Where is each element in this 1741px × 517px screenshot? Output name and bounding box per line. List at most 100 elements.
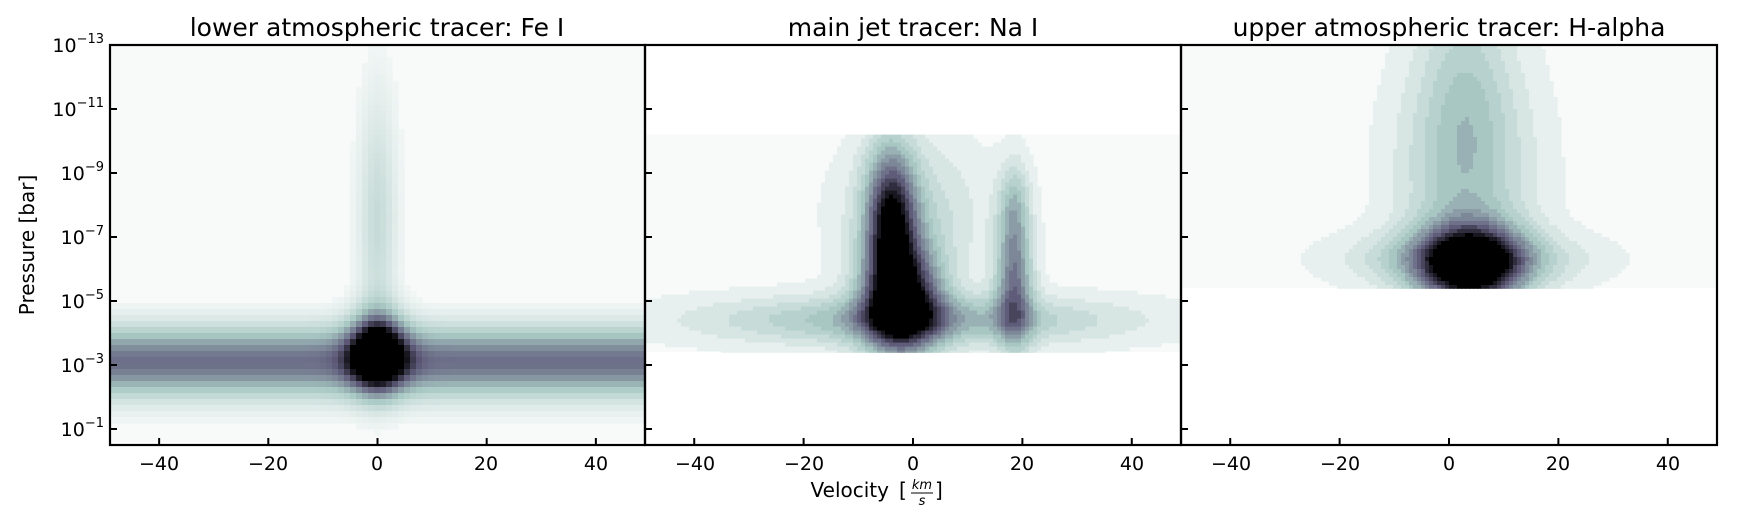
- heatmap-cell: [398, 129, 405, 136]
- heatmap-cell: [368, 285, 375, 292]
- heatmap-cell: [278, 315, 285, 322]
- heatmap-cell: [1089, 302, 1094, 308]
- heatmap-cell: [554, 309, 561, 316]
- heatmap-cell: [981, 170, 986, 176]
- heatmap-cell: [929, 142, 934, 148]
- heatmap-cell: [554, 405, 561, 412]
- heatmap-cell: [320, 387, 327, 394]
- heatmap-cell: [785, 294, 790, 300]
- heatmap-cell: [560, 309, 567, 316]
- heatmap-cell: [458, 387, 465, 394]
- heatmap-cell: [945, 278, 950, 284]
- heatmap-cell: [146, 417, 153, 424]
- heatmap-cell: [518, 417, 525, 424]
- heatmap-cell: [1025, 250, 1030, 256]
- heatmap-cell: [757, 298, 762, 304]
- heatmap-cell: [482, 309, 489, 316]
- heatmap-cell: [122, 369, 129, 376]
- heatmap-cell: [849, 282, 854, 288]
- heatmap-cell: [865, 202, 870, 208]
- heatmap-cell: [921, 154, 926, 160]
- heatmap-cell: [110, 411, 117, 418]
- heatmap-cell: [626, 351, 633, 358]
- heatmap-cell: [338, 387, 345, 394]
- heatmap-cell: [997, 226, 1002, 232]
- heatmap-cell: [953, 302, 958, 308]
- heatmap-cell: [392, 81, 399, 88]
- heatmap-cell: [965, 274, 970, 280]
- heatmap-cell: [865, 166, 870, 172]
- heatmap-cell: [602, 381, 609, 388]
- heatmap-cell: [554, 357, 561, 364]
- heatmap-cell: [901, 306, 906, 312]
- heatmap-cell: [326, 351, 333, 358]
- heatmap-cell: [849, 158, 854, 164]
- heatmap-cell: [374, 231, 381, 238]
- heatmap-cell: [989, 238, 994, 244]
- heatmap-cell: [134, 363, 141, 370]
- heatmap-cell: [266, 345, 273, 352]
- heatmap-cell: [1093, 302, 1098, 308]
- heatmap-cell: [897, 210, 902, 216]
- heatmap-cell: [829, 222, 834, 228]
- heatmap-cell: [230, 417, 237, 424]
- heatmap-cell: [945, 202, 950, 208]
- heatmap-cell: [272, 309, 279, 316]
- heatmap-cell: [440, 381, 447, 388]
- heatmap-cell: [889, 270, 894, 276]
- heatmap-cell: [937, 170, 942, 176]
- heatmap-cell: [1029, 198, 1034, 204]
- heatmap-cell: [416, 399, 423, 406]
- heatmap-cell: [821, 298, 826, 304]
- heatmap-cell: [230, 363, 237, 370]
- heatmap-cell: [602, 339, 609, 346]
- heatmap-cell: [889, 202, 894, 208]
- heatmap-cell: [857, 198, 862, 204]
- heatmap-cell: [578, 309, 585, 316]
- heatmap-cell: [512, 405, 519, 412]
- heatmap-cell: [536, 315, 543, 322]
- heatmap-cell: [1005, 270, 1010, 276]
- heatmap-cell: [981, 294, 986, 300]
- heatmap-cell: [1065, 290, 1070, 296]
- heatmap-cell: [1013, 306, 1018, 312]
- heatmap-cell: [554, 417, 561, 424]
- heatmap-cell: [941, 198, 946, 204]
- heatmap-cell: [362, 375, 369, 382]
- heatmap-cell: [901, 302, 906, 308]
- heatmap-cell: [901, 286, 906, 292]
- heatmap-cell: [572, 333, 579, 340]
- heatmap-cell: [725, 298, 730, 304]
- heatmap-cell: [821, 262, 826, 268]
- heatmap-cell: [1177, 306, 1181, 312]
- heatmap-cell: [404, 321, 411, 328]
- heatmap-cell: [841, 202, 846, 208]
- heatmap-cell: [374, 345, 381, 352]
- heatmap-cell: [356, 249, 363, 256]
- heatmap-cell: [356, 195, 363, 202]
- heatmap-cell: [404, 303, 411, 310]
- heatmap-cell: [993, 282, 998, 288]
- heatmap-cell: [833, 170, 838, 176]
- heatmap-cell: [1005, 202, 1010, 208]
- heatmap-cell: [410, 399, 417, 406]
- heatmap-cell: [182, 387, 189, 394]
- heatmap-cell: [1021, 294, 1026, 300]
- heatmap-cell: [290, 351, 297, 358]
- heatmap-cell: [841, 218, 846, 224]
- heatmap-cell: [833, 206, 838, 212]
- heatmap-cell: [853, 210, 858, 216]
- heatmap-cell: [350, 177, 357, 184]
- heatmap-cell: [861, 210, 866, 216]
- heatmap-cell: [845, 266, 850, 272]
- heatmap-cell: [845, 214, 850, 220]
- heatmap-cell: [1037, 246, 1042, 252]
- heatmap-cell: [422, 375, 429, 382]
- heatmap-cell: [905, 226, 910, 232]
- heatmap-cell: [170, 315, 177, 322]
- heatmap-cell: [320, 309, 327, 316]
- heatmap-cell: [869, 150, 874, 156]
- heatmap-cell: [638, 375, 645, 382]
- heatmap-cell: [937, 250, 942, 256]
